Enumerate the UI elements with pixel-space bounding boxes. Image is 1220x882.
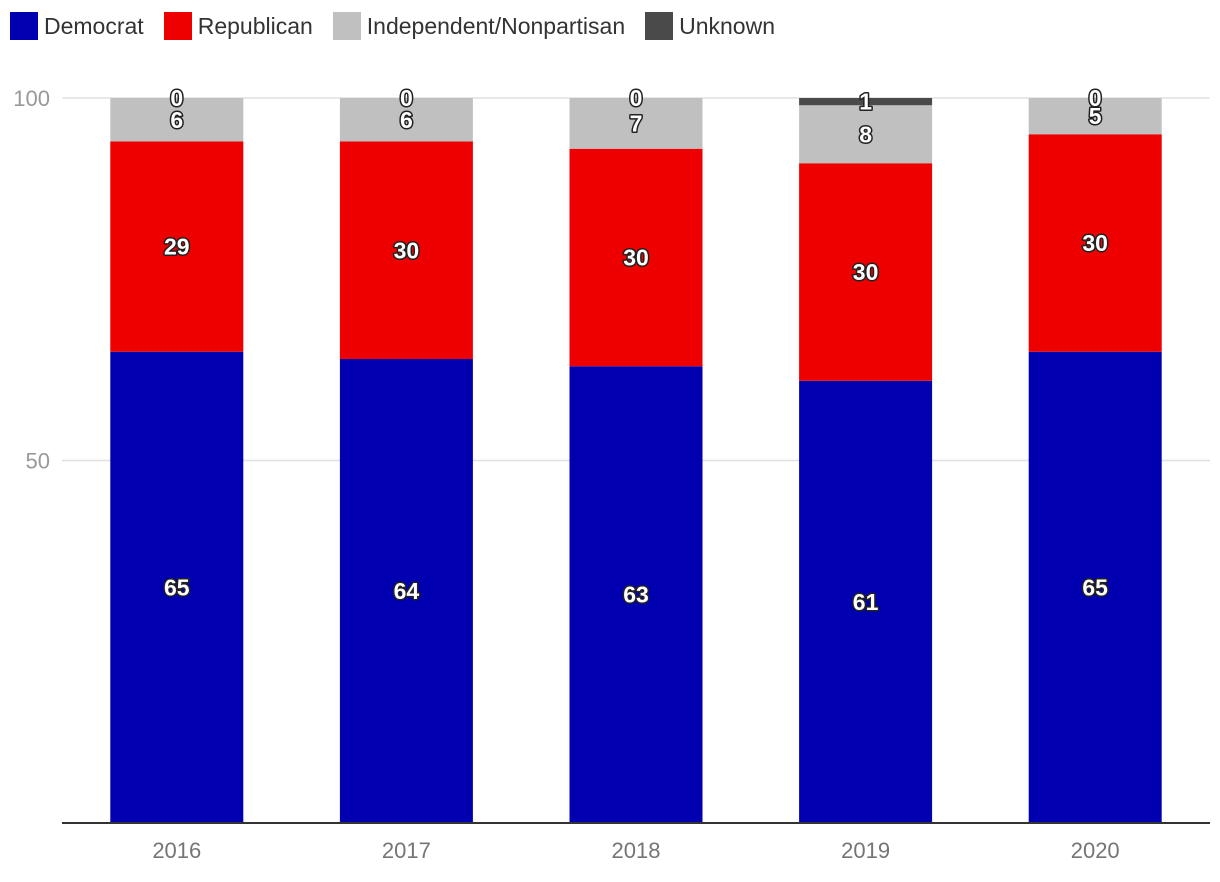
legend-swatch [645,12,674,40]
bar-republican-2017 [339,141,473,359]
legend: Democrat Republican Independent/Nonpartisa… [10,11,795,41]
value-label-independent-nonpartisan-2017: 6 [400,107,413,133]
legend-item-democrat: Democrat [10,12,144,40]
bar-independent-nonpartisan-2018 [569,98,703,149]
bar-unknown-2019 [799,98,933,106]
value-label-independent-nonpartisan-2016: 6 [170,107,183,133]
value-label-independent-nonpartisan-2018: 7 [630,110,643,136]
legend-swatch [10,12,38,40]
bar-republican-2019 [799,163,933,381]
legend-swatch [332,12,361,40]
legend-swatch [163,12,192,40]
bar-democrat-2020 [1028,351,1162,823]
value-label-republican-2018: 30 [623,245,649,271]
value-label-unknown-2017: 0 [400,85,413,111]
bars [110,98,1162,823]
bar-republican-2016 [110,141,244,352]
value-label-republican-2017: 30 [394,237,420,263]
value-label-unknown-2018: 0 [630,85,643,111]
value-label-democrat-2020: 65 [1082,574,1108,600]
x-tick-label: 2018 [612,838,661,863]
bar-democrat-2019 [799,380,933,823]
bar-republican-2020 [1028,134,1162,352]
legend-item-independent-nonpartisan: Independent/Nonpartisan [332,12,626,40]
y-tick-label: 100 [13,86,50,111]
bar-democrat-2016 [110,351,244,823]
bar-republican-2018 [569,148,703,367]
legend-label: Unknown [679,12,775,39]
value-label-republican-2020: 30 [1082,230,1108,256]
value-label-unknown-2019: 1 [859,89,872,115]
bar-independent-nonpartisan-2020 [1028,98,1162,135]
bar-democrat-2017 [339,359,473,823]
legend-label: Republican [197,12,313,39]
legend-item-unknown: Unknown [645,12,775,40]
bar-democrat-2018 [569,366,703,823]
bar-independent-nonpartisan-2017 [339,98,473,142]
value-label-democrat-2018: 63 [623,582,649,608]
y-axis-ticks: 50 100 [13,86,50,474]
legend-item-republican: Republican [163,12,313,40]
x-tick-label: 2017 [382,838,431,863]
legend-label: Independent/Nonpartisan [366,12,626,39]
value-label-democrat-2016: 65 [164,574,190,600]
value-label-independent-nonpartisan-2020: 5 [1089,103,1102,129]
value-label-democrat-2019: 61 [853,589,879,615]
bar-independent-nonpartisan-2016 [110,98,244,142]
bar-independent-nonpartisan-2019 [799,105,933,164]
x-tick-label: 2020 [1071,838,1120,863]
x-axis: 2016 2017 2018 2019 2020 [62,822,1210,863]
value-label-republican-2016: 29 [164,234,190,260]
y-tick-label: 50 [26,449,50,474]
x-tick-label: 2019 [841,838,890,863]
value-label-unknown-2016: 0 [170,85,183,111]
value-label-republican-2019: 30 [853,259,879,285]
value-label-unknown-2020: 0 [1089,85,1102,111]
value-label-democrat-2017: 64 [394,578,420,604]
legend-label: Democrat [44,12,144,39]
value-label-independent-nonpartisan-2019: 8 [859,121,872,147]
x-tick-label: 2016 [152,838,201,863]
